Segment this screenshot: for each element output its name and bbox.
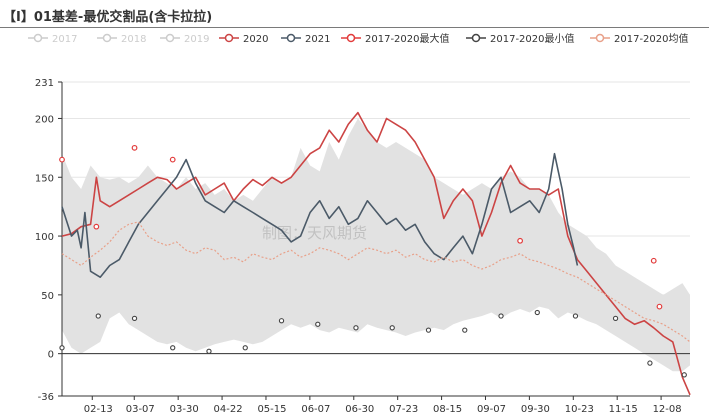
min-point — [206, 348, 212, 354]
min-point — [681, 372, 687, 378]
title-divider — [0, 27, 709, 28]
min-point — [647, 360, 653, 366]
max-point — [59, 156, 65, 163]
min-point — [315, 321, 321, 327]
min-point — [131, 315, 138, 322]
x-tick-label: 06-07 — [301, 404, 330, 415]
min-point — [353, 325, 359, 331]
min-point — [498, 313, 504, 319]
legend-swatch-marker — [33, 33, 43, 43]
min-point — [612, 315, 619, 322]
legend-swatch-marker — [224, 33, 234, 43]
max-point — [169, 156, 176, 163]
legend-item-max[interactable]: 2017-2020最大值 — [341, 32, 450, 45]
range-band-area — [62, 118, 690, 372]
legend-label: 2017-2020最小值 — [490, 32, 575, 45]
legend-label: 2017-2020最大值 — [365, 32, 450, 45]
y-tick-label: 231 — [35, 78, 54, 89]
legend-swatch-marker — [346, 33, 356, 43]
x-tick-label: 04-22 — [214, 404, 243, 415]
min-point — [425, 327, 432, 333]
max-point — [656, 303, 663, 310]
x-tick-label: 03-07 — [126, 404, 155, 415]
legend-item-s2020[interactable]: 2020 — [219, 33, 268, 45]
x-tick-label: 03-30 — [170, 404, 199, 415]
legend-item-min[interactable]: 2017-2020最小值 — [466, 32, 575, 45]
legend-item-avg[interactable]: 2017-2020均值 — [590, 32, 689, 45]
max-point — [650, 257, 657, 264]
watermark-text: 制图：天风期货 — [262, 224, 367, 242]
legend-label: 2021 — [305, 34, 330, 45]
x-tick-label: 08-15 — [433, 404, 462, 415]
min-point — [59, 345, 65, 351]
x-tick-label: 09-07 — [477, 404, 506, 415]
min-point — [534, 309, 540, 316]
legend-swatch-marker — [102, 33, 112, 43]
y-tick-label: 200 — [35, 114, 54, 125]
min-point — [95, 313, 101, 319]
legend-swatch-marker — [595, 33, 605, 43]
min-point — [278, 318, 285, 324]
min-point — [462, 327, 468, 333]
max-point — [93, 223, 100, 230]
min-point — [170, 345, 176, 351]
y-tick-label: -36 — [38, 392, 54, 403]
x-tick-label: 11-15 — [609, 404, 638, 415]
max-point — [131, 144, 138, 151]
x-tick-label: 02-13 — [84, 404, 113, 415]
y-tick-label: 100 — [35, 232, 54, 243]
title-bar: 【I】01基差-最优交割品(含卡拉拉) — [0, 0, 709, 29]
legend-label: 2018 — [121, 34, 146, 45]
series-average-line — [61, 221, 691, 343]
x-tick-label: 09-30 — [521, 404, 550, 415]
legend-item-s2018[interactable]: 2018 — [97, 33, 146, 45]
min-point — [242, 345, 248, 351]
x-tick-label: 07-23 — [389, 404, 418, 415]
x-tick-label: 05-15 — [257, 404, 286, 415]
y-tick-label: 150 — [35, 173, 54, 184]
y-tick-label: 50 — [41, 291, 54, 302]
legend-label: 2017 — [52, 34, 77, 45]
x-tick-label: 10-23 — [565, 404, 594, 415]
legend-swatch-marker — [471, 33, 481, 43]
y-tick-label: 0 — [48, 350, 54, 361]
page-title: 【I】01基差-最优交割品(含卡拉拉) — [3, 10, 213, 25]
x-tick-label: 06-30 — [345, 404, 374, 415]
legend-swatch-marker — [165, 33, 175, 43]
legend-label: 2017-2020均值 — [614, 32, 689, 45]
x-tick-label: 12-08 — [653, 404, 682, 415]
min-point — [389, 325, 395, 331]
min-point — [572, 313, 579, 319]
series-2020-line — [61, 111, 691, 396]
legend-item-s2021[interactable]: 2021 — [281, 33, 330, 45]
series-2021-line — [61, 152, 579, 278]
legend-label: 2019 — [184, 34, 209, 45]
legend-swatch-marker — [286, 33, 296, 43]
legend-item-s2019[interactable]: 2019 — [160, 33, 209, 45]
legend-label: 2020 — [243, 34, 268, 45]
legend-item-s2017[interactable]: 2017 — [28, 33, 77, 45]
max-point — [517, 237, 524, 244]
